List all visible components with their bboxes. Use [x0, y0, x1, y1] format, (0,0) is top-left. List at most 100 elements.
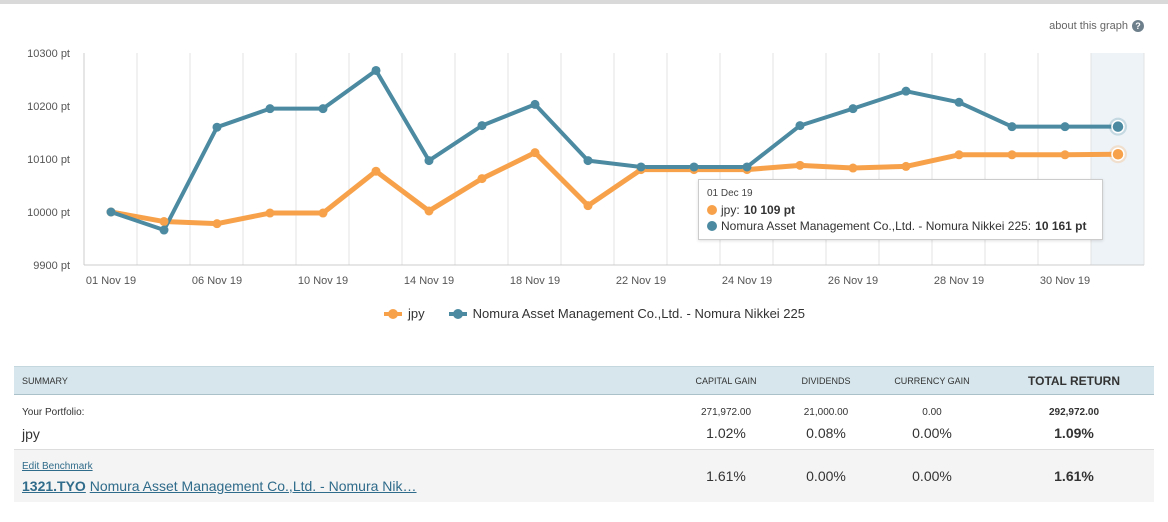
benchmark-row: Edit Benchmark 1321.TYO Nomura Asset Man…	[14, 450, 1154, 502]
data-point-benchmark[interactable]	[901, 86, 911, 96]
header-dividends: Dividends	[801, 375, 851, 386]
y-tick-label: 10200 pt	[27, 101, 70, 113]
data-point-jpy[interactable]	[848, 163, 858, 173]
header-currency-gain: Currency Gain	[894, 375, 970, 386]
benchmark-dividends-pct: 0.00%	[806, 468, 846, 484]
data-point-jpy[interactable]	[371, 166, 381, 176]
x-axis-ticks: 01 Nov 19 06 Nov 19 10 Nov 19 14 Nov 19 18 N…	[86, 275, 1090, 287]
tooltip-benchmark-label: Nomura Asset Management Co.,Ltd. - Nomur…	[721, 219, 1032, 233]
y-tick-label: 9900 pt	[33, 260, 70, 272]
header-total-return: Total Return	[1028, 373, 1120, 388]
data-point-benchmark[interactable]	[265, 104, 275, 114]
benchmark-name-line: 1321.TYO Nomura Asset Management Co.,Ltd…	[22, 478, 417, 494]
data-point-jpy[interactable]	[530, 148, 540, 158]
x-tick-label: 22 Nov 19	[616, 275, 666, 287]
help-icon: ?	[1132, 20, 1144, 32]
portfolio-currency-gain-pct: 0.00%	[912, 425, 952, 441]
data-point-benchmark[interactable]	[742, 162, 752, 172]
benchmark-dot-icon	[707, 221, 717, 231]
portfolio-name: jpy	[22, 426, 40, 442]
data-point-jpy[interactable]	[583, 201, 593, 211]
summary-header-row: Summary Capital Gain Dividends Currency …	[14, 366, 1154, 395]
data-point-jpy[interactable]	[159, 217, 169, 227]
y-tick-label: 10000 pt	[27, 207, 70, 219]
x-tick-label: 24 Nov 19	[722, 275, 772, 287]
benchmark-total-pct: 1.61%	[1054, 468, 1094, 484]
data-point-benchmark[interactable]	[1060, 122, 1070, 132]
data-point-benchmark[interactable]	[371, 65, 381, 75]
data-point-jpy[interactable]	[795, 160, 805, 170]
portfolio-currency-gain-abs: 0.00	[922, 407, 942, 418]
tooltip-benchmark-value: 10 161 pt	[1035, 219, 1087, 233]
jpy-dot-icon	[707, 205, 717, 215]
legend-item-benchmark[interactable]: Nomura Asset Management Co.,Ltd. - Nomur…	[448, 306, 805, 321]
tooltip-jpy-label: jpy:	[721, 203, 740, 217]
tooltip-date: 01 Dec 19	[707, 188, 753, 199]
header-capital-gain: Capital Gain	[695, 375, 757, 386]
portfolio-total-abs: 292,972.00	[1048, 407, 1100, 418]
benchmark-name-link[interactable]: Nomura Asset Management Co.,Ltd. - Nomur…	[89, 478, 417, 494]
data-point-jpy[interactable]	[1007, 150, 1017, 160]
tooltip-row-jpy: jpy: 10 109 pt	[707, 202, 1094, 218]
data-point-benchmark[interactable]	[1007, 122, 1017, 132]
tooltip-jpy-value: 10 109 pt	[743, 203, 796, 217]
data-point-jpy[interactable]	[265, 208, 275, 218]
portfolio-capital-gain-pct: 1.02%	[706, 425, 746, 441]
data-point-benchmark[interactable]	[636, 162, 646, 172]
data-point-benchmark[interactable]	[530, 99, 540, 109]
x-tick-label: 28 Nov 19	[934, 275, 984, 287]
data-point-benchmark[interactable]	[212, 122, 222, 132]
legend-jpy-symbol-icon	[384, 308, 402, 319]
y-tick-label: 10100 pt	[27, 154, 70, 166]
tooltip-row-benchmark: Nomura Asset Management Co.,Ltd. - Nomur…	[707, 218, 1094, 234]
x-tick-label: 30 Nov 19	[1040, 275, 1090, 287]
data-point-benchmark[interactable]	[689, 162, 699, 172]
data-point-jpy[interactable]	[477, 174, 487, 184]
series-line-jpy	[110, 150, 1119, 227]
summary-table: Summary Capital Gain Dividends Currency …	[14, 366, 1154, 502]
data-point-benchmark[interactable]	[954, 97, 964, 107]
data-point-jpy[interactable]	[954, 150, 964, 160]
data-point-benchmark[interactable]	[583, 156, 593, 166]
data-point-benchmark[interactable]	[1111, 119, 1125, 134]
legend-item-jpy[interactable]: jpy	[384, 306, 425, 321]
x-tick-label: 06 Nov 19	[192, 275, 242, 287]
data-point-jpy[interactable]	[1060, 150, 1070, 160]
x-tick-label: 26 Nov 19	[828, 275, 878, 287]
data-point-jpy[interactable]	[212, 219, 222, 229]
portfolio-total-pct: 1.09%	[1054, 425, 1094, 441]
benchmark-capital-gain-pct: 1.61%	[706, 468, 746, 484]
y-axis-ticks: 10300 pt 10200 pt 10100 pt 10000 pt 9900 pt	[27, 48, 70, 272]
portfolio-row: Your Portfolio: jpy 271,972.00 1.02% 21,…	[14, 395, 1154, 450]
x-tick-label: 14 Nov 19	[404, 275, 454, 287]
benchmark-currency-gain-pct: 0.00%	[912, 468, 952, 484]
portfolio-label: Your Portfolio:	[22, 407, 85, 418]
data-point-benchmark[interactable]	[159, 225, 169, 235]
data-point-benchmark[interactable]	[795, 121, 805, 131]
data-point-benchmark[interactable]	[477, 121, 487, 131]
x-tick-label: 01 Nov 19	[86, 275, 136, 287]
portfolio-dividends-pct: 0.08%	[806, 425, 846, 441]
data-point-benchmark[interactable]	[106, 207, 116, 217]
edit-benchmark-link[interactable]: Edit Benchmark	[22, 461, 93, 472]
data-point-benchmark[interactable]	[318, 104, 328, 114]
portfolio-capital-gain-abs: 271,972.00	[700, 407, 752, 418]
chart-series	[106, 65, 1127, 235]
about-graph-link[interactable]: about this graph ?	[1049, 20, 1144, 32]
data-point-jpy[interactable]	[318, 208, 328, 218]
header-summary: Summary	[22, 375, 68, 386]
chart-legend: jpy Nomura Asset Management Co.,Ltd. - N…	[384, 306, 829, 321]
data-point-benchmark[interactable]	[424, 156, 434, 166]
legend-benchmark-label: Nomura Asset Management Co.,Ltd. - Nomur…	[472, 306, 805, 321]
data-point-jpy[interactable]	[424, 206, 434, 216]
top-border	[0, 0, 1168, 4]
data-point-jpy[interactable]	[901, 161, 911, 171]
x-tick-label: 10 Nov 19	[298, 275, 348, 287]
benchmark-ticker-link[interactable]: 1321.TYO	[22, 478, 86, 494]
data-point-benchmark[interactable]	[848, 104, 858, 114]
portfolio-dividends-abs: 21,000.00	[803, 407, 849, 418]
chart-tooltip: 01 Dec 19 jpy: 10 109 pt Nomura Asset Ma…	[698, 179, 1103, 240]
legend-benchmark-symbol-icon	[448, 308, 467, 319]
data-point-jpy[interactable]	[1111, 147, 1125, 161]
y-tick-label: 10300 pt	[27, 48, 70, 60]
